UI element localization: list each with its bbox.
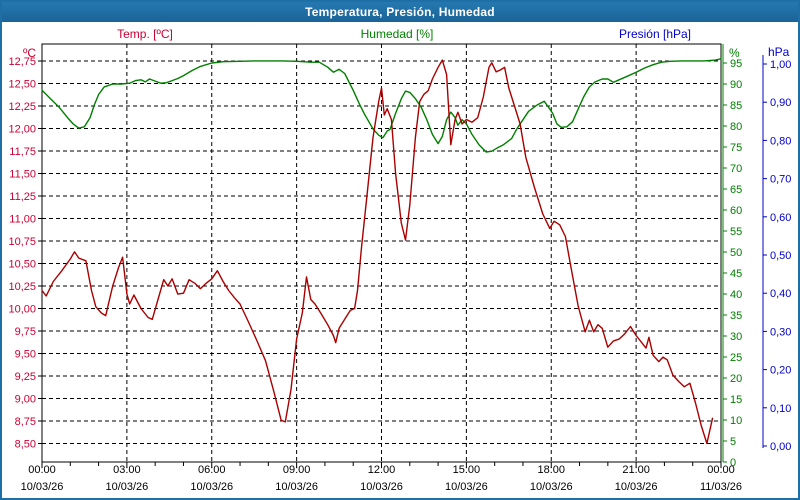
temperature-tick-label: 12,75 bbox=[8, 56, 36, 68]
humidity-tick-label: 5 bbox=[730, 436, 736, 448]
x-date-label: 10/03/26 bbox=[445, 481, 488, 493]
pressure-tick-label: 0,00 bbox=[770, 441, 791, 453]
humidity-tick-label: 80 bbox=[730, 121, 742, 133]
temperature-tick-label: 11,00 bbox=[9, 214, 36, 226]
humidity-tick-label: 45 bbox=[730, 268, 742, 280]
temperature-tick-label: 9,25 bbox=[15, 371, 36, 383]
humidity-tick-label: 20 bbox=[730, 373, 742, 385]
tick-labels-layer: 12,75 12,50 12,25 12,00 11,75 11,50 11,25 11,00… bbox=[8, 56, 791, 493]
legend-pressure: Presión [hPa] bbox=[619, 27, 691, 41]
temperature-tick-label: 9,00 bbox=[15, 394, 36, 406]
humidity-tick-label: 50 bbox=[730, 247, 742, 259]
pressure-tick-label: 0,10 bbox=[770, 403, 791, 415]
x-date-label: 10/03/26 bbox=[21, 481, 64, 493]
x-date-label: 10/03/26 bbox=[105, 481, 148, 493]
humidity-line bbox=[41, 58, 722, 153]
humidity-tick-label: 0 bbox=[730, 457, 736, 469]
pressure-tick-label: 0,70 bbox=[770, 174, 791, 186]
x-time-label: 12:00 bbox=[368, 464, 396, 476]
pressure-tick-label: 0,90 bbox=[770, 97, 791, 109]
x-date-label: 10/03/26 bbox=[275, 481, 318, 493]
x-time-label: 09:00 bbox=[283, 464, 311, 476]
pressure-tick-label: 0,40 bbox=[770, 288, 791, 300]
temperature-tick-label: 9,50 bbox=[15, 349, 36, 361]
temperature-axis-unit: ºC bbox=[23, 46, 36, 60]
humidity-tick-label: 60 bbox=[730, 205, 742, 217]
x-date-label: 10/03/26 bbox=[530, 481, 573, 493]
humidity-tick-label: 90 bbox=[730, 79, 742, 91]
x-date-label: 10/03/26 bbox=[360, 481, 403, 493]
humidity-tick-label: 55 bbox=[730, 226, 742, 238]
temperature-tick-label: 9,75 bbox=[15, 326, 36, 338]
humidity-tick-label: 75 bbox=[730, 142, 742, 154]
x-date-label: 11/03/26 bbox=[700, 481, 742, 493]
humidity-tick-label: 25 bbox=[730, 352, 742, 364]
plot-frame bbox=[41, 43, 722, 463]
x-time-label: 03:00 bbox=[113, 464, 141, 476]
temperature-line bbox=[41, 59, 714, 445]
humidity-tick-label: 70 bbox=[730, 163, 742, 175]
temperature-tick-label: 10,75 bbox=[8, 236, 36, 248]
pressure-tick-label: 1,00 bbox=[770, 59, 791, 71]
humidity-tick-label: 65 bbox=[730, 184, 742, 196]
humidity-tick-label: 35 bbox=[730, 310, 742, 322]
pressure-tick-label: 0,50 bbox=[770, 250, 791, 262]
temperature-tick-label: 12,00 bbox=[8, 124, 36, 136]
x-time-label: 06:00 bbox=[198, 464, 226, 476]
axes-layer bbox=[38, 43, 767, 468]
pressure-axis-unit: hPa bbox=[768, 45, 790, 59]
humidity-tick-label: 40 bbox=[730, 289, 742, 301]
temperature-tick-label: 10,50 bbox=[8, 259, 36, 271]
humidity-axis-unit: % bbox=[729, 46, 740, 60]
humidity-tick-label: 15 bbox=[730, 394, 742, 406]
pressure-tick-label: 0,80 bbox=[770, 135, 791, 147]
window-title: Temperatura, Presión, Humedad bbox=[305, 5, 495, 19]
x-date-label: 10/03/26 bbox=[190, 481, 233, 493]
humidity-tick-label: 85 bbox=[730, 100, 742, 112]
window-title-bar: Temperatura, Presión, Humedad bbox=[2, 2, 798, 22]
pressure-tick-label: 0,20 bbox=[770, 365, 791, 377]
temperature-tick-label: 8,50 bbox=[15, 439, 36, 451]
pressure-tick-label: 0,60 bbox=[770, 212, 791, 224]
pressure-tick-label: 0,30 bbox=[770, 326, 791, 338]
temperature-tick-label: 11,75 bbox=[9, 146, 36, 158]
humidity-tick-label: 30 bbox=[730, 331, 742, 343]
x-date-label: 10/03/26 bbox=[615, 481, 658, 493]
x-time-label: 18:00 bbox=[537, 464, 565, 476]
grid-layer bbox=[42, 44, 721, 462]
temperature-tick-label: 8,75 bbox=[15, 416, 36, 428]
humidity-tick-label: 95 bbox=[730, 58, 742, 70]
x-time-label: 00:00 bbox=[28, 464, 56, 476]
temperature-tick-label: 10,25 bbox=[8, 281, 36, 293]
legend-temperature: Temp. [ºC] bbox=[117, 27, 173, 41]
x-time-label: 00:00 bbox=[707, 464, 735, 476]
temperature-tick-label: 11,25 bbox=[9, 191, 36, 203]
x-time-label: 15:00 bbox=[453, 464, 481, 476]
humidity-tick-label: 10 bbox=[730, 415, 742, 427]
legend-humidity: Humedad [%] bbox=[361, 27, 434, 41]
temperature-tick-label: 10,00 bbox=[8, 304, 36, 316]
temperature-tick-label: 11,50 bbox=[9, 169, 36, 181]
temperature-tick-label: 12,25 bbox=[8, 101, 36, 113]
temperature-tick-label: 12,50 bbox=[8, 79, 36, 91]
series-layer bbox=[41, 58, 722, 445]
x-time-label: 21:00 bbox=[622, 464, 650, 476]
chart-canvas: Temp. [ºC] Humedad [%] Presión [hPa] ºC … bbox=[8, 27, 791, 493]
